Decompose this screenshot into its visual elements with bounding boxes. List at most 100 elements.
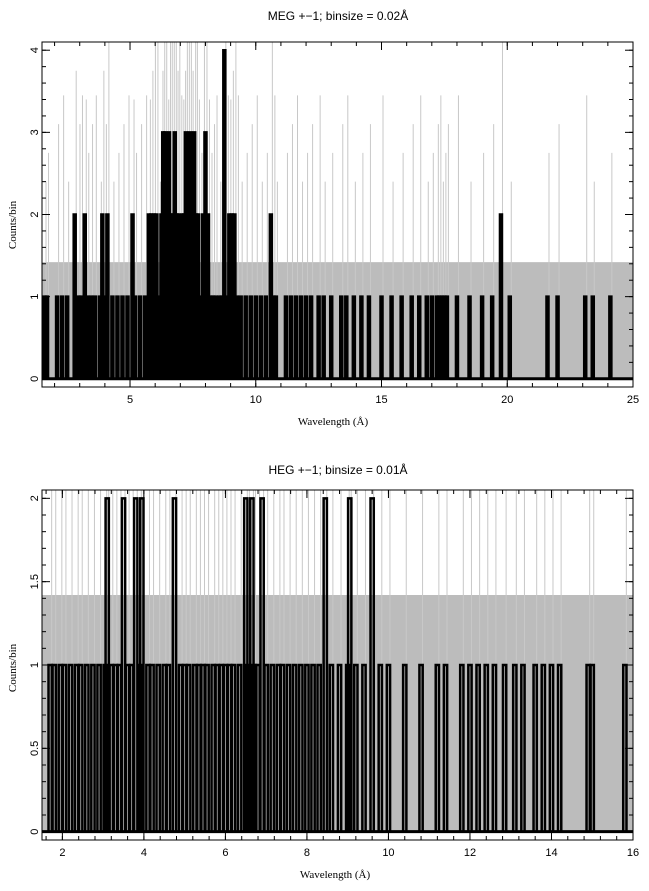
meg-count-bar bbox=[293, 295, 299, 379]
meg-count-bar bbox=[288, 295, 294, 379]
heg-count-bar bbox=[483, 663, 490, 832]
meg-count-bar bbox=[424, 295, 430, 379]
heg-count-bar bbox=[328, 663, 335, 832]
heg-count-bar bbox=[434, 663, 441, 832]
meg-count-bar bbox=[321, 295, 326, 379]
heg-plot-frame bbox=[41, 489, 634, 841]
meg-count-bar bbox=[555, 295, 560, 379]
meg-count-bar bbox=[273, 295, 279, 379]
heg-count-bar bbox=[520, 663, 526, 832]
heg-x-tick-label: 12 bbox=[464, 847, 476, 859]
heg-count-bar bbox=[475, 663, 481, 832]
heg-x-tick-label: 8 bbox=[304, 847, 310, 859]
heg-count-bar bbox=[589, 663, 596, 832]
meg-count-bar bbox=[409, 295, 414, 379]
meg-count-bar bbox=[308, 295, 314, 379]
meg-panel: MEG +−1; binsize = 0.02Å Counts/bin Wave… bbox=[7, 8, 639, 428]
heg-count-bar bbox=[171, 497, 178, 832]
meg-count-bar bbox=[243, 295, 248, 379]
heg-count-bar bbox=[336, 663, 343, 832]
meg-count-bar bbox=[125, 295, 130, 379]
heg-count-bar bbox=[165, 663, 172, 832]
meg-y-tick-label: 0 bbox=[29, 376, 41, 382]
meg-count-bar bbox=[222, 48, 227, 379]
meg-count-bar bbox=[590, 295, 596, 379]
meg-count-bar bbox=[328, 295, 334, 379]
meg-count-bar bbox=[85, 295, 90, 379]
heg-x-tick-label: 2 bbox=[59, 847, 65, 859]
meg-plot-title: MEG +−1; binsize = 0.02Å bbox=[268, 8, 408, 23]
heg-count-bar bbox=[236, 663, 243, 832]
heg-x-tick-label: 10 bbox=[382, 847, 394, 859]
meg-count-bar bbox=[389, 295, 394, 379]
heg-count-bar bbox=[279, 663, 286, 832]
heg-count-bar bbox=[467, 663, 473, 832]
heg-count-bar bbox=[540, 663, 547, 832]
heg-count-bar bbox=[511, 663, 518, 832]
meg-count-bar bbox=[59, 295, 65, 379]
heg-count-bars bbox=[42, 497, 633, 834]
meg-count-bar bbox=[234, 295, 240, 379]
meg-count-bar bbox=[444, 295, 450, 379]
heg-count-bar bbox=[304, 663, 310, 832]
meg-count-bar bbox=[110, 295, 115, 379]
heg-count-bar bbox=[285, 663, 292, 832]
meg-count-bar bbox=[399, 295, 404, 379]
meg-plot-frame bbox=[41, 41, 634, 388]
meg-x-tick-label: 10 bbox=[250, 394, 262, 406]
heg-count-bar bbox=[185, 663, 192, 832]
meg-count-bar bbox=[64, 295, 70, 379]
heg-count-bar bbox=[352, 663, 359, 832]
heg-count-bar bbox=[369, 497, 376, 832]
meg-count-bar bbox=[88, 295, 94, 379]
heg-count-bar bbox=[401, 663, 408, 832]
meg-count-bar bbox=[359, 295, 364, 379]
meg-x-tick-label: 5 bbox=[127, 394, 133, 406]
meg-y-axis-label: Counts/bin bbox=[7, 200, 19, 249]
heg-count-bar bbox=[458, 663, 465, 832]
heg-count-bar bbox=[155, 663, 162, 832]
heg-count-bar bbox=[61, 663, 68, 832]
heg-count-bar bbox=[418, 663, 424, 832]
heg-count-bar bbox=[149, 663, 155, 832]
meg-count-bar bbox=[582, 295, 588, 379]
heg-count-bar bbox=[491, 663, 498, 832]
meg-count-bar bbox=[467, 295, 472, 379]
meg-count-bar bbox=[608, 295, 613, 379]
heg-y-tick-label: 0.5 bbox=[29, 741, 41, 756]
meg-count-bar bbox=[54, 295, 60, 379]
heg-y-tick-label: 1 bbox=[29, 662, 41, 668]
meg-count-bar bbox=[344, 295, 349, 379]
meg-count-bar bbox=[351, 295, 357, 379]
meg-count-bar bbox=[263, 295, 269, 379]
meg-count-bar bbox=[72, 213, 77, 379]
meg-count-bars bbox=[42, 48, 633, 381]
meg-x-tick-label: 15 bbox=[375, 394, 387, 406]
heg-count-bar bbox=[83, 663, 90, 832]
meg-count-bar bbox=[339, 295, 344, 379]
heg-panel: HEG +−1; binsize = 0.01Å Counts/bin Wave… bbox=[7, 462, 639, 881]
heg-count-bar bbox=[316, 663, 323, 832]
meg-y-tick-label: 4 bbox=[29, 47, 41, 53]
meg-count-bar bbox=[78, 295, 84, 379]
heg-count-bar bbox=[138, 497, 145, 832]
heg-count-bar bbox=[51, 663, 58, 832]
heg-x-tick-label: 4 bbox=[141, 847, 147, 859]
heg-count-bar bbox=[263, 663, 270, 832]
heg-y-tick-label: 2 bbox=[29, 495, 41, 501]
meg-count-bar bbox=[115, 295, 120, 379]
heg-count-bar bbox=[204, 663, 210, 832]
heg-x-tick-label: 14 bbox=[545, 847, 557, 859]
heg-count-bar bbox=[346, 497, 353, 832]
heg-count-bar bbox=[291, 663, 298, 832]
meg-ticks: 5 10 15 20 25 0 1 2 3 4 bbox=[29, 42, 639, 406]
heg-count-bar bbox=[67, 663, 74, 832]
meg-count-bar bbox=[416, 295, 422, 379]
heg-y-tick-label: 1.5 bbox=[29, 574, 41, 589]
heg-count-bar bbox=[90, 663, 96, 832]
heg-plot-title: HEG +−1; binsize = 0.01Å bbox=[268, 462, 407, 477]
heg-count-bar bbox=[556, 663, 563, 832]
heg-count-bar bbox=[96, 663, 102, 832]
meg-count-bar bbox=[303, 295, 309, 379]
